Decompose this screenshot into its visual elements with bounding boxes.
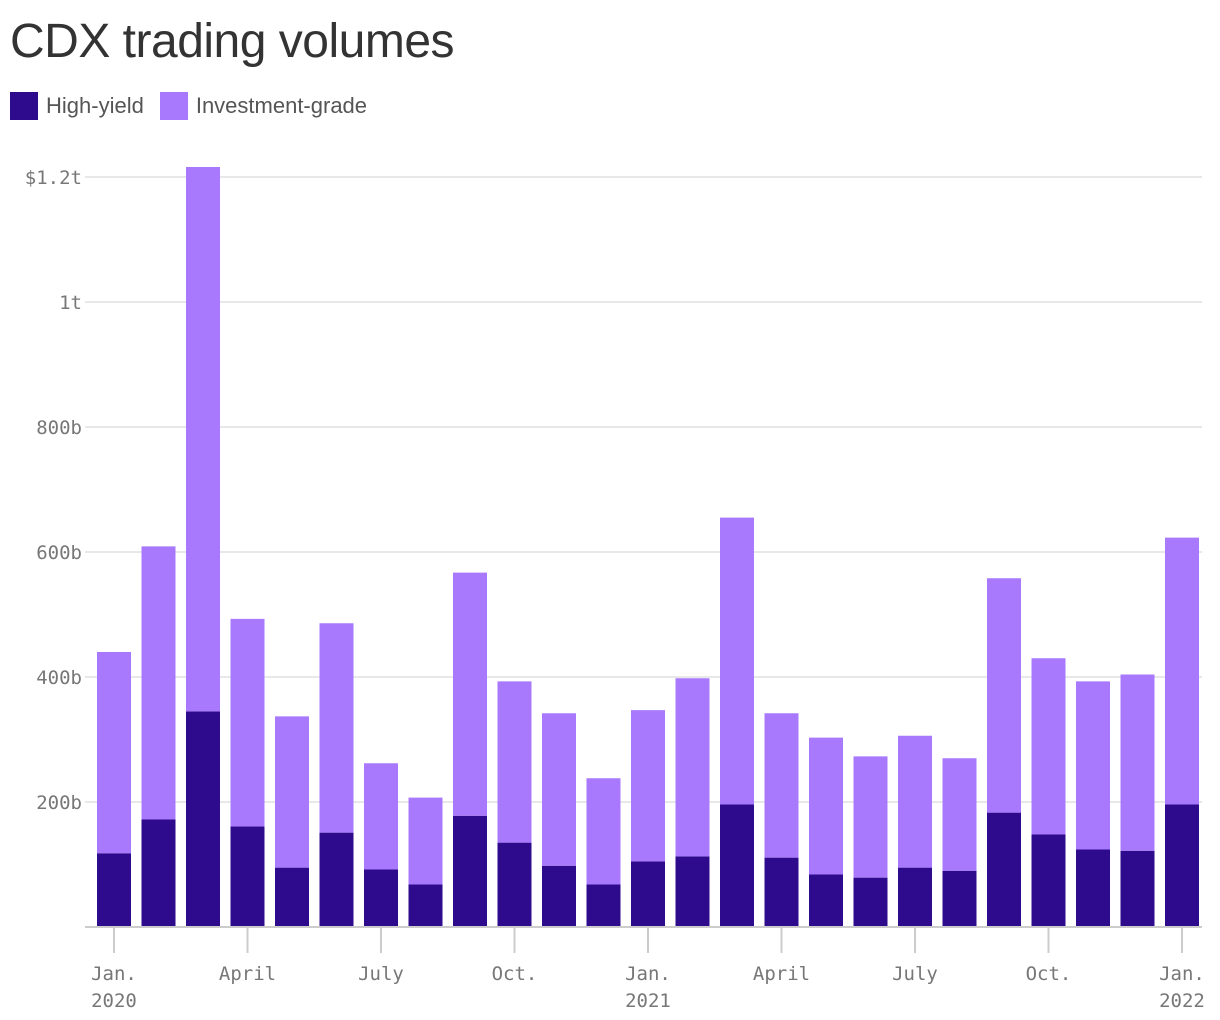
bar-high-yield — [720, 804, 754, 927]
bar-investment-grade — [1031, 658, 1066, 835]
legend-label-high-yield: High-yield — [46, 93, 144, 118]
x-tick-label: Jan. — [91, 963, 137, 985]
bar-high-yield — [1076, 849, 1110, 927]
x-tick-label: July — [892, 963, 938, 985]
bar-investment-grade — [898, 735, 932, 868]
bar-high-yield — [408, 884, 443, 927]
bar-investment-grade — [809, 737, 843, 875]
bar-high-yield — [1165, 804, 1199, 927]
bar-high-yield — [1120, 850, 1155, 927]
bar-investment-grade — [853, 756, 888, 878]
y-tick-label: 200b — [36, 792, 82, 814]
x-tick-label: July — [358, 963, 404, 985]
bar-high-yield — [542, 865, 576, 927]
bar-investment-grade — [319, 623, 354, 833]
chart-title: CDX trading volumes — [10, 15, 455, 68]
bar-high-yield — [141, 819, 176, 927]
bar-high-yield — [275, 867, 309, 927]
bar-investment-grade — [230, 618, 265, 827]
bar-high-yield — [364, 869, 398, 927]
bar-high-yield — [586, 884, 621, 927]
bar-investment-grade — [497, 681, 532, 843]
x-tick-label: April — [753, 963, 810, 985]
legend-label-investment-grade: Investment-grade — [195, 93, 368, 118]
bar-investment-grade — [764, 713, 799, 858]
bar-investment-grade — [942, 758, 977, 871]
bar-high-yield — [987, 812, 1021, 927]
legend-swatch-high-yield — [10, 92, 38, 120]
legend: High-yield Investment-grade — [10, 92, 367, 120]
bar-investment-grade — [141, 546, 176, 820]
bar-investment-grade — [1120, 674, 1155, 851]
bar-investment-grade — [453, 572, 487, 816]
y-tick-label: $1.2t — [25, 167, 82, 189]
x-tick-label: Jan. — [1159, 963, 1205, 985]
bar-high-yield — [230, 826, 265, 927]
bar-investment-grade — [97, 652, 131, 854]
legend-swatch-investment-grade — [159, 92, 188, 120]
y-tick-label: 400b — [36, 667, 82, 689]
bar-high-yield — [1031, 834, 1066, 927]
bar-investment-grade — [987, 578, 1021, 813]
bar-high-yield — [898, 867, 932, 927]
bar-high-yield — [319, 832, 354, 927]
x-tick-label: Oct. — [1026, 963, 1072, 985]
y-tick-label: 800b — [36, 417, 82, 439]
bar-high-yield — [942, 870, 977, 927]
bar-high-yield — [497, 842, 532, 927]
bar-investment-grade — [542, 713, 576, 866]
bar-high-yield — [764, 857, 799, 927]
bar-high-yield — [186, 711, 220, 927]
bar-high-yield — [675, 856, 710, 927]
y-tick-label: 600b — [36, 542, 82, 564]
x-tick-year-label: 2022 — [1159, 990, 1205, 1012]
bar-investment-grade — [364, 763, 398, 870]
bar-high-yield — [809, 874, 843, 927]
bar-investment-grade — [1165, 537, 1199, 805]
x-tick-year-label: 2020 — [91, 990, 137, 1012]
bar-investment-grade — [1076, 681, 1110, 850]
bar-investment-grade — [408, 797, 443, 885]
bar-investment-grade — [275, 716, 309, 868]
legend-item-investment-grade: Investment-grade — [159, 92, 368, 120]
x-tick-label: April — [219, 963, 276, 985]
x-tick-year-label: 2021 — [625, 990, 671, 1012]
bar-high-yield — [853, 877, 888, 927]
bar-high-yield — [97, 853, 131, 927]
bar-investment-grade — [675, 678, 710, 857]
bar-investment-grade — [720, 517, 754, 805]
bar-investment-grade — [631, 710, 665, 862]
x-tick-label: Oct. — [492, 963, 538, 985]
legend-item-high-yield: High-yield — [10, 92, 144, 120]
bar-investment-grade — [186, 167, 220, 712]
bar-high-yield — [631, 861, 665, 927]
bar-investment-grade — [586, 778, 621, 885]
bar-high-yield — [453, 815, 487, 927]
x-tick-label: Jan. — [625, 963, 671, 985]
y-tick-label: 1t — [59, 292, 82, 314]
